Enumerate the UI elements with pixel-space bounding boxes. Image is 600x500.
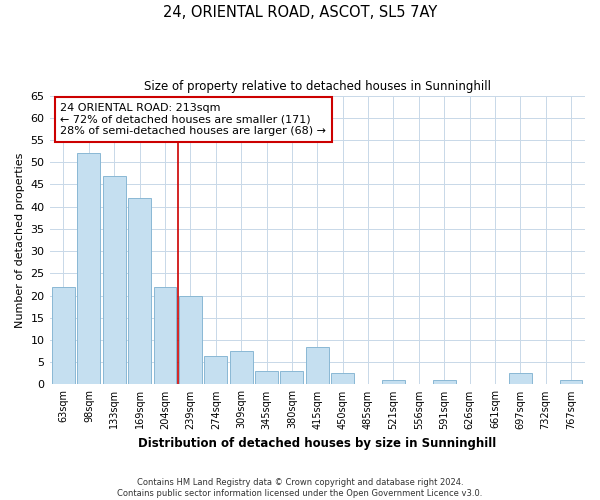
Bar	[560, 380, 583, 384]
Text: 24, ORIENTAL ROAD, ASCOT, SL5 7AY: 24, ORIENTAL ROAD, ASCOT, SL5 7AY	[163, 5, 437, 20]
Text: 24 ORIENTAL ROAD: 213sqm
← 72% of detached houses are smaller (171)
28% of semi-: 24 ORIENTAL ROAD: 213sqm ← 72% of detach…	[60, 103, 326, 136]
Bar	[179, 296, 202, 384]
Bar	[306, 346, 329, 385]
Y-axis label: Number of detached properties: Number of detached properties	[15, 152, 25, 328]
Bar	[103, 176, 125, 384]
Bar	[52, 286, 75, 384]
X-axis label: Distribution of detached houses by size in Sunninghill: Distribution of detached houses by size …	[138, 437, 496, 450]
Bar	[331, 374, 354, 384]
Bar	[230, 351, 253, 384]
Text: Contains HM Land Registry data © Crown copyright and database right 2024.
Contai: Contains HM Land Registry data © Crown c…	[118, 478, 482, 498]
Bar	[255, 371, 278, 384]
Bar	[509, 374, 532, 384]
Bar	[77, 154, 100, 384]
Bar	[280, 371, 304, 384]
Bar	[128, 198, 151, 384]
Bar	[433, 380, 455, 384]
Title: Size of property relative to detached houses in Sunninghill: Size of property relative to detached ho…	[144, 80, 491, 93]
Bar	[154, 286, 176, 384]
Bar	[382, 380, 405, 384]
Bar	[205, 356, 227, 384]
